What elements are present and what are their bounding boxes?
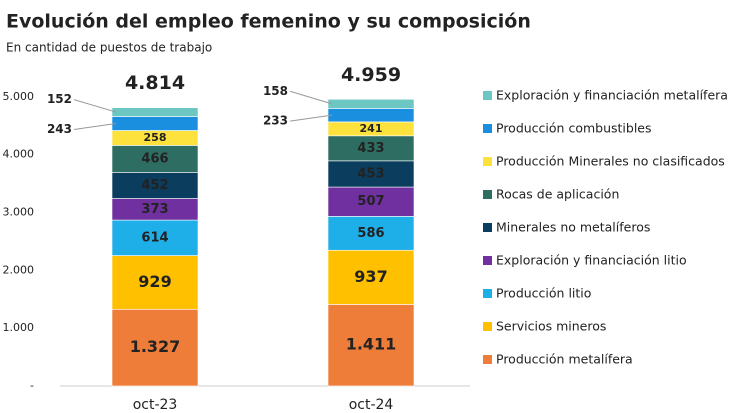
leader-line: [73, 122, 117, 130]
bar-segment: [327, 98, 415, 109]
legend-label: Producción combustibles: [496, 121, 652, 136]
y-tick-label: 2.000: [3, 263, 35, 276]
bar-segment: [111, 107, 199, 117]
data-label: 1.411: [346, 335, 397, 354]
legend-swatch: [483, 223, 492, 232]
legend-label: Rocas de aplicación: [496, 187, 619, 202]
data-label: 1.327: [130, 337, 181, 356]
bar-segment: [111, 116, 199, 131]
legend-swatch: [483, 289, 492, 298]
bar-segment: [327, 304, 415, 387]
chart-subtitle: En cantidad de puestos de trabajo: [6, 41, 212, 55]
bar-segment: [327, 135, 415, 162]
legend-label: Minerales no metalíferos: [496, 220, 650, 235]
bar-segment: [111, 172, 199, 199]
legend-swatch: [483, 256, 492, 265]
y-tick-label: 3.000: [3, 206, 35, 219]
data-label: 433: [357, 141, 384, 156]
legend-label: Exploración y financiación metalífera: [496, 88, 728, 103]
total-label: 4.959: [341, 64, 401, 86]
bar-segment: [111, 255, 199, 310]
bar-segment: [327, 249, 415, 305]
bar-segment: [327, 186, 415, 217]
x-tick-label: oct-24: [349, 397, 394, 413]
data-label: 929: [138, 272, 171, 291]
leader-line: [73, 99, 117, 113]
data-label: 373: [141, 202, 168, 217]
legend-swatch: [483, 91, 492, 100]
data-label: 614: [141, 230, 168, 245]
y-tick-label: 1.000: [3, 321, 35, 334]
bar-segment: [327, 216, 415, 251]
y-tick-label: -: [30, 379, 34, 392]
leader-line: [289, 114, 333, 122]
legend-swatch: [483, 190, 492, 199]
x-tick-label: oct-23: [133, 397, 178, 413]
data-label: 233: [263, 114, 288, 128]
data-label: 152: [47, 92, 72, 106]
data-label: 937: [354, 267, 387, 286]
legend-label: Exploración y financiación litio: [496, 253, 687, 268]
legend-swatch: [483, 157, 492, 166]
chart-title: Evolución del empleo femenino y su compo…: [6, 11, 531, 33]
bar-segment: [327, 108, 415, 123]
y-tick-label: 5.000: [3, 90, 35, 103]
y-tick-label: 4.000: [3, 148, 35, 161]
leader-line: [289, 90, 333, 105]
legend-label: Producción metalífera: [496, 352, 633, 367]
data-label: 258: [144, 131, 167, 144]
total-label: 4.814: [125, 72, 185, 94]
bar-segment: [111, 145, 199, 173]
legend-swatch: [483, 124, 492, 133]
legend-label: Producción litio: [496, 286, 591, 301]
data-label: 507: [357, 194, 384, 209]
data-label: 586: [357, 226, 384, 241]
legend-label: Servicios mineros: [496, 319, 606, 334]
legend-label: Producción Minerales no clasificados: [496, 154, 725, 169]
data-label: 452: [141, 178, 168, 193]
data-label: 243: [47, 122, 72, 136]
data-label: 453: [357, 166, 384, 181]
data-label: 158: [263, 84, 288, 98]
bar-segment: [327, 160, 415, 188]
data-label: 241: [360, 122, 383, 135]
data-label: 466: [141, 151, 168, 166]
bar-segment: [111, 308, 199, 387]
legend-swatch: [483, 355, 492, 364]
legend-swatch: [483, 322, 492, 331]
